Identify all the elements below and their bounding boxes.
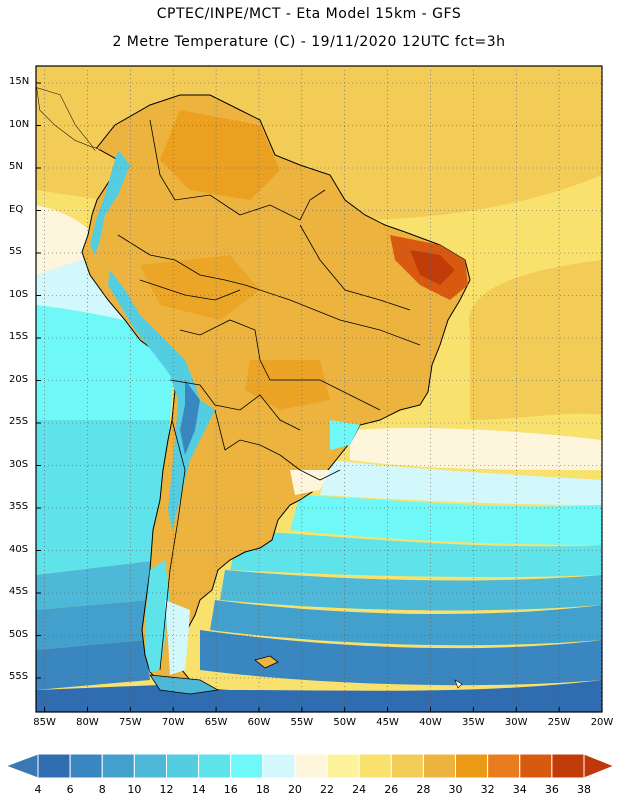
colorbar-label: 24 xyxy=(352,783,367,796)
lat-label: 5N xyxy=(9,161,23,172)
colorbar-label: 36 xyxy=(544,783,559,796)
title-line-2: 2 Metre Temperature (C) - 19/11/2020 12U… xyxy=(112,34,506,50)
colorbar-label: 6 xyxy=(66,783,74,796)
lon-label: 75W xyxy=(119,717,142,728)
lon-label: 40W xyxy=(419,717,442,728)
colorbar-label: 10 xyxy=(127,783,142,796)
color-scale-bar xyxy=(4,753,616,779)
andes-north-cold xyxy=(90,150,130,255)
colorbar-cell xyxy=(294,753,328,779)
patagonia-cool xyxy=(165,600,190,675)
atlantic-band-16 xyxy=(290,495,602,545)
colorbar-cell xyxy=(326,753,360,779)
pacific-band-16 xyxy=(36,330,175,430)
map-field xyxy=(36,66,602,712)
atlantic-band-18 xyxy=(320,460,602,505)
lon-label: 65W xyxy=(204,717,228,728)
title-line-1: CPTEC/INPE/MCT - Eta Model 15km - GFS xyxy=(156,6,462,22)
colorbar-label: 14 xyxy=(191,783,206,796)
lon-label: 85W xyxy=(33,717,56,728)
colorbar-cell xyxy=(358,753,392,779)
colorbar-cell xyxy=(262,753,296,779)
lat-label: 25S xyxy=(9,416,29,427)
band-14 xyxy=(36,520,602,578)
colorbar-cell xyxy=(101,753,135,779)
lon-label: 25W xyxy=(547,717,571,728)
amazon-warm xyxy=(140,255,260,320)
venezuela-warm xyxy=(160,110,280,200)
colorbar-low-arrow xyxy=(4,753,39,779)
lat-label: 10S xyxy=(9,288,29,300)
colorbar-label: 16 xyxy=(223,783,238,796)
colorbar-cell xyxy=(551,753,585,779)
colorbar-cell xyxy=(198,753,232,779)
colorbar-cell xyxy=(390,753,424,779)
pacific-band-14 xyxy=(36,420,170,520)
pacific-band-22 xyxy=(36,205,110,275)
northeast-brazil-hottest xyxy=(410,250,455,285)
lat-label: 30S xyxy=(9,458,29,470)
band-10 xyxy=(36,600,602,650)
country-borders xyxy=(117,119,421,671)
colorbar-cell xyxy=(133,753,167,779)
lat-label: 45S xyxy=(9,586,29,597)
colorbar-cell xyxy=(165,753,200,779)
andes-highest-cold xyxy=(180,380,200,455)
lon-label: 30W xyxy=(504,717,528,728)
colorbar-label: 32 xyxy=(480,783,495,796)
lon-label: 50W xyxy=(333,717,357,728)
lat-label: 10N xyxy=(9,118,30,130)
band-8 xyxy=(36,630,602,690)
colorbar-cell xyxy=(422,753,457,779)
lon-label: 35W xyxy=(462,717,485,728)
uruguay-mild xyxy=(290,470,330,495)
lon-label: 55W xyxy=(290,717,314,728)
lat-label: 15N xyxy=(9,76,30,87)
falkland-islands xyxy=(254,655,279,669)
map-frame xyxy=(35,65,603,713)
tierra-del-fuego xyxy=(149,674,220,695)
lat-label: 55S xyxy=(9,671,29,682)
colorbar-cell xyxy=(37,753,71,779)
patagonia-andes-cold xyxy=(145,560,170,672)
lon-label: 60W xyxy=(247,717,271,728)
lon-label: 80W xyxy=(76,717,99,728)
colorbar-cell xyxy=(487,753,521,779)
lat-label: EQ xyxy=(9,203,24,215)
colorbar-cell xyxy=(519,753,553,779)
colorbar-high-arrow xyxy=(583,753,616,779)
lon-label: 45W xyxy=(376,717,399,728)
lat-label: 20S xyxy=(9,373,29,385)
colorbar-cell xyxy=(455,753,489,779)
colorbar-label: 4 xyxy=(34,783,42,796)
colorbar-label: 38 xyxy=(577,783,591,796)
andes-central-cold xyxy=(108,270,215,530)
colorbar-cell xyxy=(230,753,264,779)
lat-label: 5S xyxy=(9,246,22,257)
colorbar-label: 20 xyxy=(287,783,302,796)
colorbar-label: 12 xyxy=(159,783,174,796)
south-georgia xyxy=(454,679,463,689)
band-12 xyxy=(36,560,602,611)
colorbar-label: 22 xyxy=(320,783,335,796)
colorbar-label: 30 xyxy=(448,783,463,796)
lat-label: 40S xyxy=(9,543,29,555)
colorbar-label: 28 xyxy=(416,783,431,796)
colorbar-cell xyxy=(69,753,103,779)
lat-label: 50S xyxy=(9,628,29,640)
lat-label: 35S xyxy=(9,501,29,512)
lon-label: 20W xyxy=(590,717,614,728)
central-america xyxy=(37,88,100,150)
lat-label: 15S xyxy=(9,331,29,342)
colorbar-label: 8 xyxy=(98,783,106,796)
colorbar-label: 26 xyxy=(384,783,399,796)
colorbar-label: 18 xyxy=(255,783,270,796)
lon-label: 70W xyxy=(161,717,185,728)
colorbar-label: 34 xyxy=(512,783,527,796)
axis-ticks xyxy=(36,82,603,712)
atlantic-band-22 xyxy=(350,428,602,470)
